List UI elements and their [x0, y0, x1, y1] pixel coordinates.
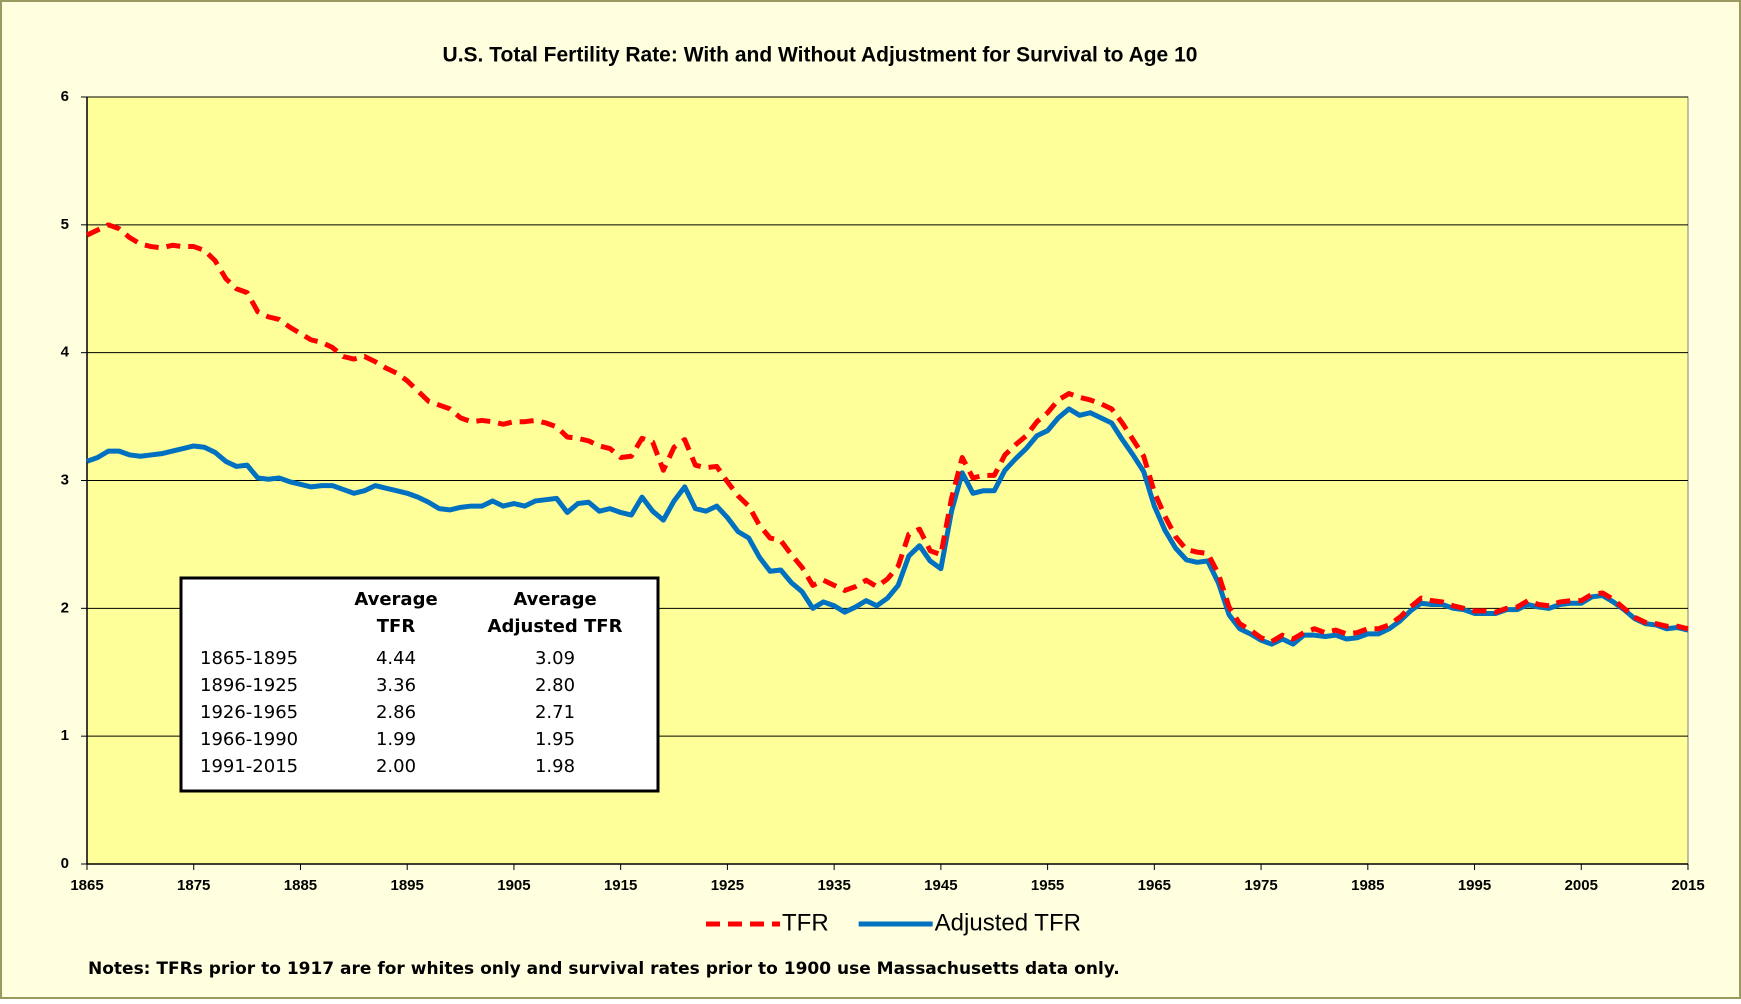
x-tick-label: 1905	[497, 877, 530, 894]
table-cell: 4.44	[376, 648, 416, 669]
y-tick-label: 2	[61, 599, 69, 616]
table-cell: 1.99	[376, 729, 416, 750]
table-cell: 2.71	[535, 702, 575, 723]
x-tick-label: 2005	[1565, 877, 1598, 894]
y-tick-label: 3	[61, 471, 69, 488]
x-tick-label: 1875	[177, 877, 210, 894]
y-tick-label: 4	[61, 344, 70, 361]
y-tick-label: 5	[61, 216, 69, 233]
series-line	[86, 406, 1689, 647]
series-line	[85, 222, 1689, 645]
x-tick-label: 1865	[70, 877, 103, 894]
table-cell: 2.00	[376, 756, 416, 777]
x-tick-label: 1945	[924, 877, 957, 894]
table-cell: 1896-1925	[200, 675, 298, 696]
x-tick-label: 2015	[1671, 877, 1704, 894]
table-cell: 1991-2015	[200, 756, 298, 777]
x-tick-label: 1895	[391, 877, 424, 894]
x-tick-label: 1955	[1031, 877, 1064, 894]
x-tick-label: 1925	[711, 877, 744, 894]
table-cell: 1966-1990	[200, 729, 298, 750]
x-tick-label: 1935	[817, 877, 850, 894]
x-tick-label: 1985	[1351, 877, 1384, 894]
table-cell: 2.80	[535, 675, 575, 696]
table-cell: 1865-1895	[200, 648, 298, 669]
table-cell: 2.86	[376, 702, 416, 723]
table-header: Average	[354, 589, 437, 610]
table-cell: 1.95	[535, 729, 575, 750]
x-tick-label: 1965	[1138, 877, 1171, 894]
table-header: Adjusted TFR	[488, 616, 623, 637]
x-tick-label: 1915	[604, 877, 637, 894]
chart-title: U.S. Total Fertility Rate: With and With…	[443, 44, 1198, 67]
table-cell: 1.98	[535, 756, 575, 777]
legend-label: TFR	[782, 909, 829, 936]
table-header: Average	[513, 589, 596, 610]
y-tick-label: 0	[61, 855, 69, 872]
legend-label: Adjusted TFR	[935, 909, 1081, 936]
chart-note: Notes: TFRs prior to 1917 are for whites…	[88, 959, 1120, 979]
summary-table	[179, 576, 660, 793]
y-tick-label: 1	[61, 727, 69, 744]
table-cell: 3.09	[535, 648, 575, 669]
table-cell: 3.36	[376, 675, 416, 696]
x-tick-label: 1975	[1244, 877, 1277, 894]
table-cell: 1926-1965	[200, 702, 298, 723]
y-tick-label: 6	[61, 88, 69, 105]
x-tick-label: 1885	[284, 877, 317, 894]
x-tick-label: 1995	[1458, 877, 1491, 894]
table-header: TFR	[377, 616, 416, 637]
